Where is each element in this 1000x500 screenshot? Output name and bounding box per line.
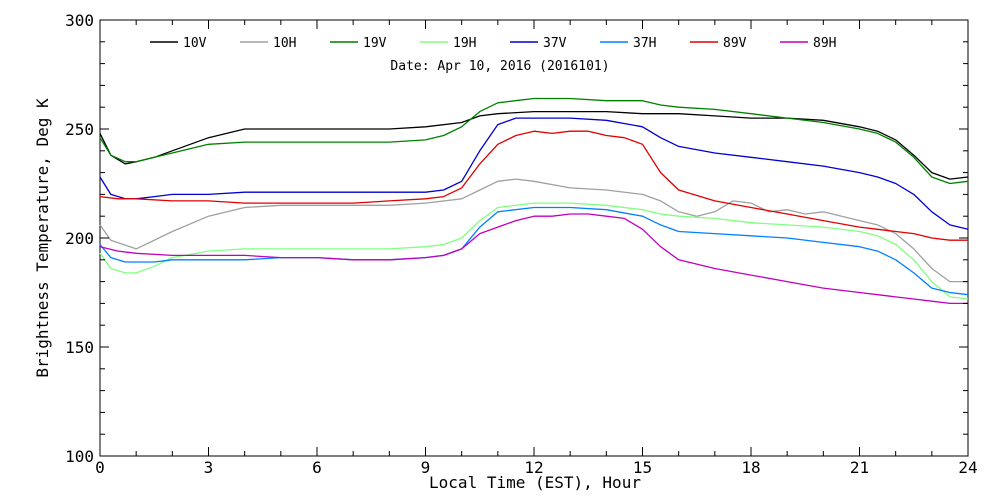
series-line-89v (99, 130, 968, 241)
y-tick-label: 100 (65, 447, 94, 466)
series-line-37h (99, 206, 969, 296)
legend-label-19v: 19V (363, 36, 387, 51)
y-tick-label: 250 (65, 120, 94, 139)
series-line-37v (99, 117, 969, 230)
legend-label-10v: 10V (183, 36, 207, 51)
y-tick-label: 200 (65, 229, 94, 248)
legend-label-37v: 37V (543, 36, 567, 51)
series-line-10v (99, 110, 969, 180)
x-axis: 0 3 6 9 12 15 18 21 24 (95, 20, 978, 477)
legend-label-89h: 89H (813, 36, 836, 51)
series-line-19v (99, 97, 969, 185)
x-tick-label: 6 (312, 458, 322, 477)
x-tick-label: 21 (850, 458, 869, 477)
legend-label-10h: 10H (273, 36, 296, 51)
legend-label-89v: 89V (723, 36, 747, 51)
legend-label-19h: 19H (453, 36, 476, 51)
chart-annotation: Date: Apr 10, 2016 (2016101) (390, 59, 609, 74)
x-tick-label: 0 (95, 458, 105, 477)
series-line-19h (99, 202, 969, 300)
series-lines (99, 97, 969, 305)
x-tick-label: 3 (204, 458, 214, 477)
y-tick-label: 300 (65, 11, 94, 30)
y-tick-label: 150 (65, 338, 94, 357)
x-tick-label: 12 (524, 458, 543, 477)
series-line-10h (99, 178, 968, 283)
series-line-89h (99, 213, 968, 305)
y-axis: 100 150 200 250 300 (65, 11, 968, 466)
x-tick-label: 9 (421, 458, 431, 477)
plot-border (99, 19, 969, 457)
legend: 10V 10H 19V 19H 37V 37H 89V 89H (150, 36, 836, 51)
y-axis-title: Brightness Temperature, Deg K (33, 98, 52, 378)
x-axis-title: Local Time (EST), Hour (429, 473, 641, 492)
x-tick-label: 18 (741, 458, 760, 477)
plot-frame (99, 19, 969, 457)
x-tick-label: 24 (958, 458, 977, 477)
legend-label-37h: 37H (633, 36, 656, 51)
x-tick-label: 15 (633, 458, 652, 477)
